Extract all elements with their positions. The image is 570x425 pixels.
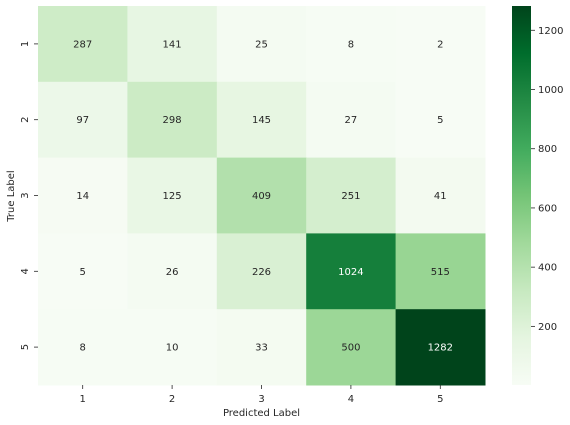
x-axis-label: Predicted Label xyxy=(223,408,300,419)
colorbar-tick-label: 1000 xyxy=(538,85,563,96)
heatmap-cell xyxy=(38,233,128,310)
cell-value-label: 27 xyxy=(345,115,358,126)
cell-value-label: 287 xyxy=(73,39,92,50)
heatmap-cell xyxy=(306,81,397,159)
cell-value-label: 125 xyxy=(163,191,182,202)
heatmap-cell xyxy=(38,309,128,386)
y-tick-label: 1 xyxy=(20,41,31,47)
y-tick-label: 2 xyxy=(20,117,31,123)
heatmap-cells xyxy=(38,6,486,386)
colorbar-tick-label: 200 xyxy=(538,322,557,333)
heatmap-cell xyxy=(306,6,397,83)
heatmap-cell xyxy=(395,81,486,159)
y-axis-ticks: 1 2 3 4 5 xyxy=(20,41,38,350)
cell-value-label: 226 xyxy=(252,267,271,278)
cell-value-label: 298 xyxy=(163,115,182,126)
x-tick-label: 1 xyxy=(80,394,86,405)
cell-value-label: 251 xyxy=(341,191,360,202)
x-tick-label: 2 xyxy=(169,394,175,405)
cell-value-label: 5 xyxy=(437,115,443,126)
heatmap-cell xyxy=(216,157,307,234)
heatmap-cell xyxy=(306,233,397,310)
heatmap-cell xyxy=(38,81,128,159)
colorbar xyxy=(512,6,531,385)
heatmap-cell xyxy=(127,157,218,234)
heatmap-cell xyxy=(127,6,218,83)
colorbar-tick-label: 800 xyxy=(538,144,557,155)
y-tick-label: 5 xyxy=(20,344,31,350)
heatmap-cell xyxy=(127,233,218,310)
heatmap-cell xyxy=(395,6,486,83)
cell-value-label: 97 xyxy=(76,115,89,126)
heatmap-cell xyxy=(38,6,128,83)
heatmap-cell xyxy=(216,309,307,386)
heatmap-cell xyxy=(216,233,307,310)
colorbar-tick-label: 400 xyxy=(538,263,557,274)
cell-value-label: 41 xyxy=(434,191,447,202)
cell-value-label: 500 xyxy=(341,343,360,354)
x-tick-label: 4 xyxy=(348,394,354,405)
cell-value-label: 8 xyxy=(348,39,354,50)
cell-value-label: 33 xyxy=(255,343,268,354)
x-tick-label: 3 xyxy=(258,394,264,405)
heatmap-cell xyxy=(216,81,307,159)
heatmap-cell xyxy=(127,81,218,159)
colorbar-ticks: 200 400 600 800 1000 1200 xyxy=(531,26,563,333)
cell-value-label: 1282 xyxy=(428,343,453,354)
heatmap-cell xyxy=(306,157,397,234)
cell-value-label: 515 xyxy=(431,267,450,278)
cell-value-label: 141 xyxy=(163,39,182,50)
heatmap-cell xyxy=(395,157,486,234)
heatmap-cell xyxy=(395,309,486,386)
y-tick-label: 4 xyxy=(20,268,31,274)
y-tick-label: 3 xyxy=(20,192,31,198)
heatmap-cell xyxy=(127,309,218,386)
x-tick-label: 5 xyxy=(437,394,443,405)
y-axis-label: True Label xyxy=(6,170,17,222)
cell-value-label: 409 xyxy=(252,191,271,202)
heatmap-cell xyxy=(306,309,397,386)
cell-value-label: 26 xyxy=(166,267,179,278)
x-axis-ticks: 1 2 3 4 5 xyxy=(80,385,443,405)
heatmap-cell-labels: 287 141 25 8 297 298 145 27 514 125 409 251 415 26 226… xyxy=(73,39,453,353)
heatmap-cell xyxy=(216,6,307,83)
cell-value-label: 14 xyxy=(76,191,89,202)
cell-value-label: 8 xyxy=(80,343,86,354)
heatmap-cell xyxy=(395,233,486,310)
cell-value-label: 5 xyxy=(80,267,86,278)
cell-value-label: 1024 xyxy=(338,267,363,278)
cell-value-label: 145 xyxy=(252,115,271,126)
colorbar-tick-label: 600 xyxy=(538,203,557,214)
heatmap-cell xyxy=(38,157,128,234)
colorbar-tick-label: 1200 xyxy=(538,26,563,37)
cell-value-label: 2 xyxy=(437,39,443,50)
cell-value-label: 25 xyxy=(255,39,268,50)
cell-value-label: 10 xyxy=(166,343,179,354)
